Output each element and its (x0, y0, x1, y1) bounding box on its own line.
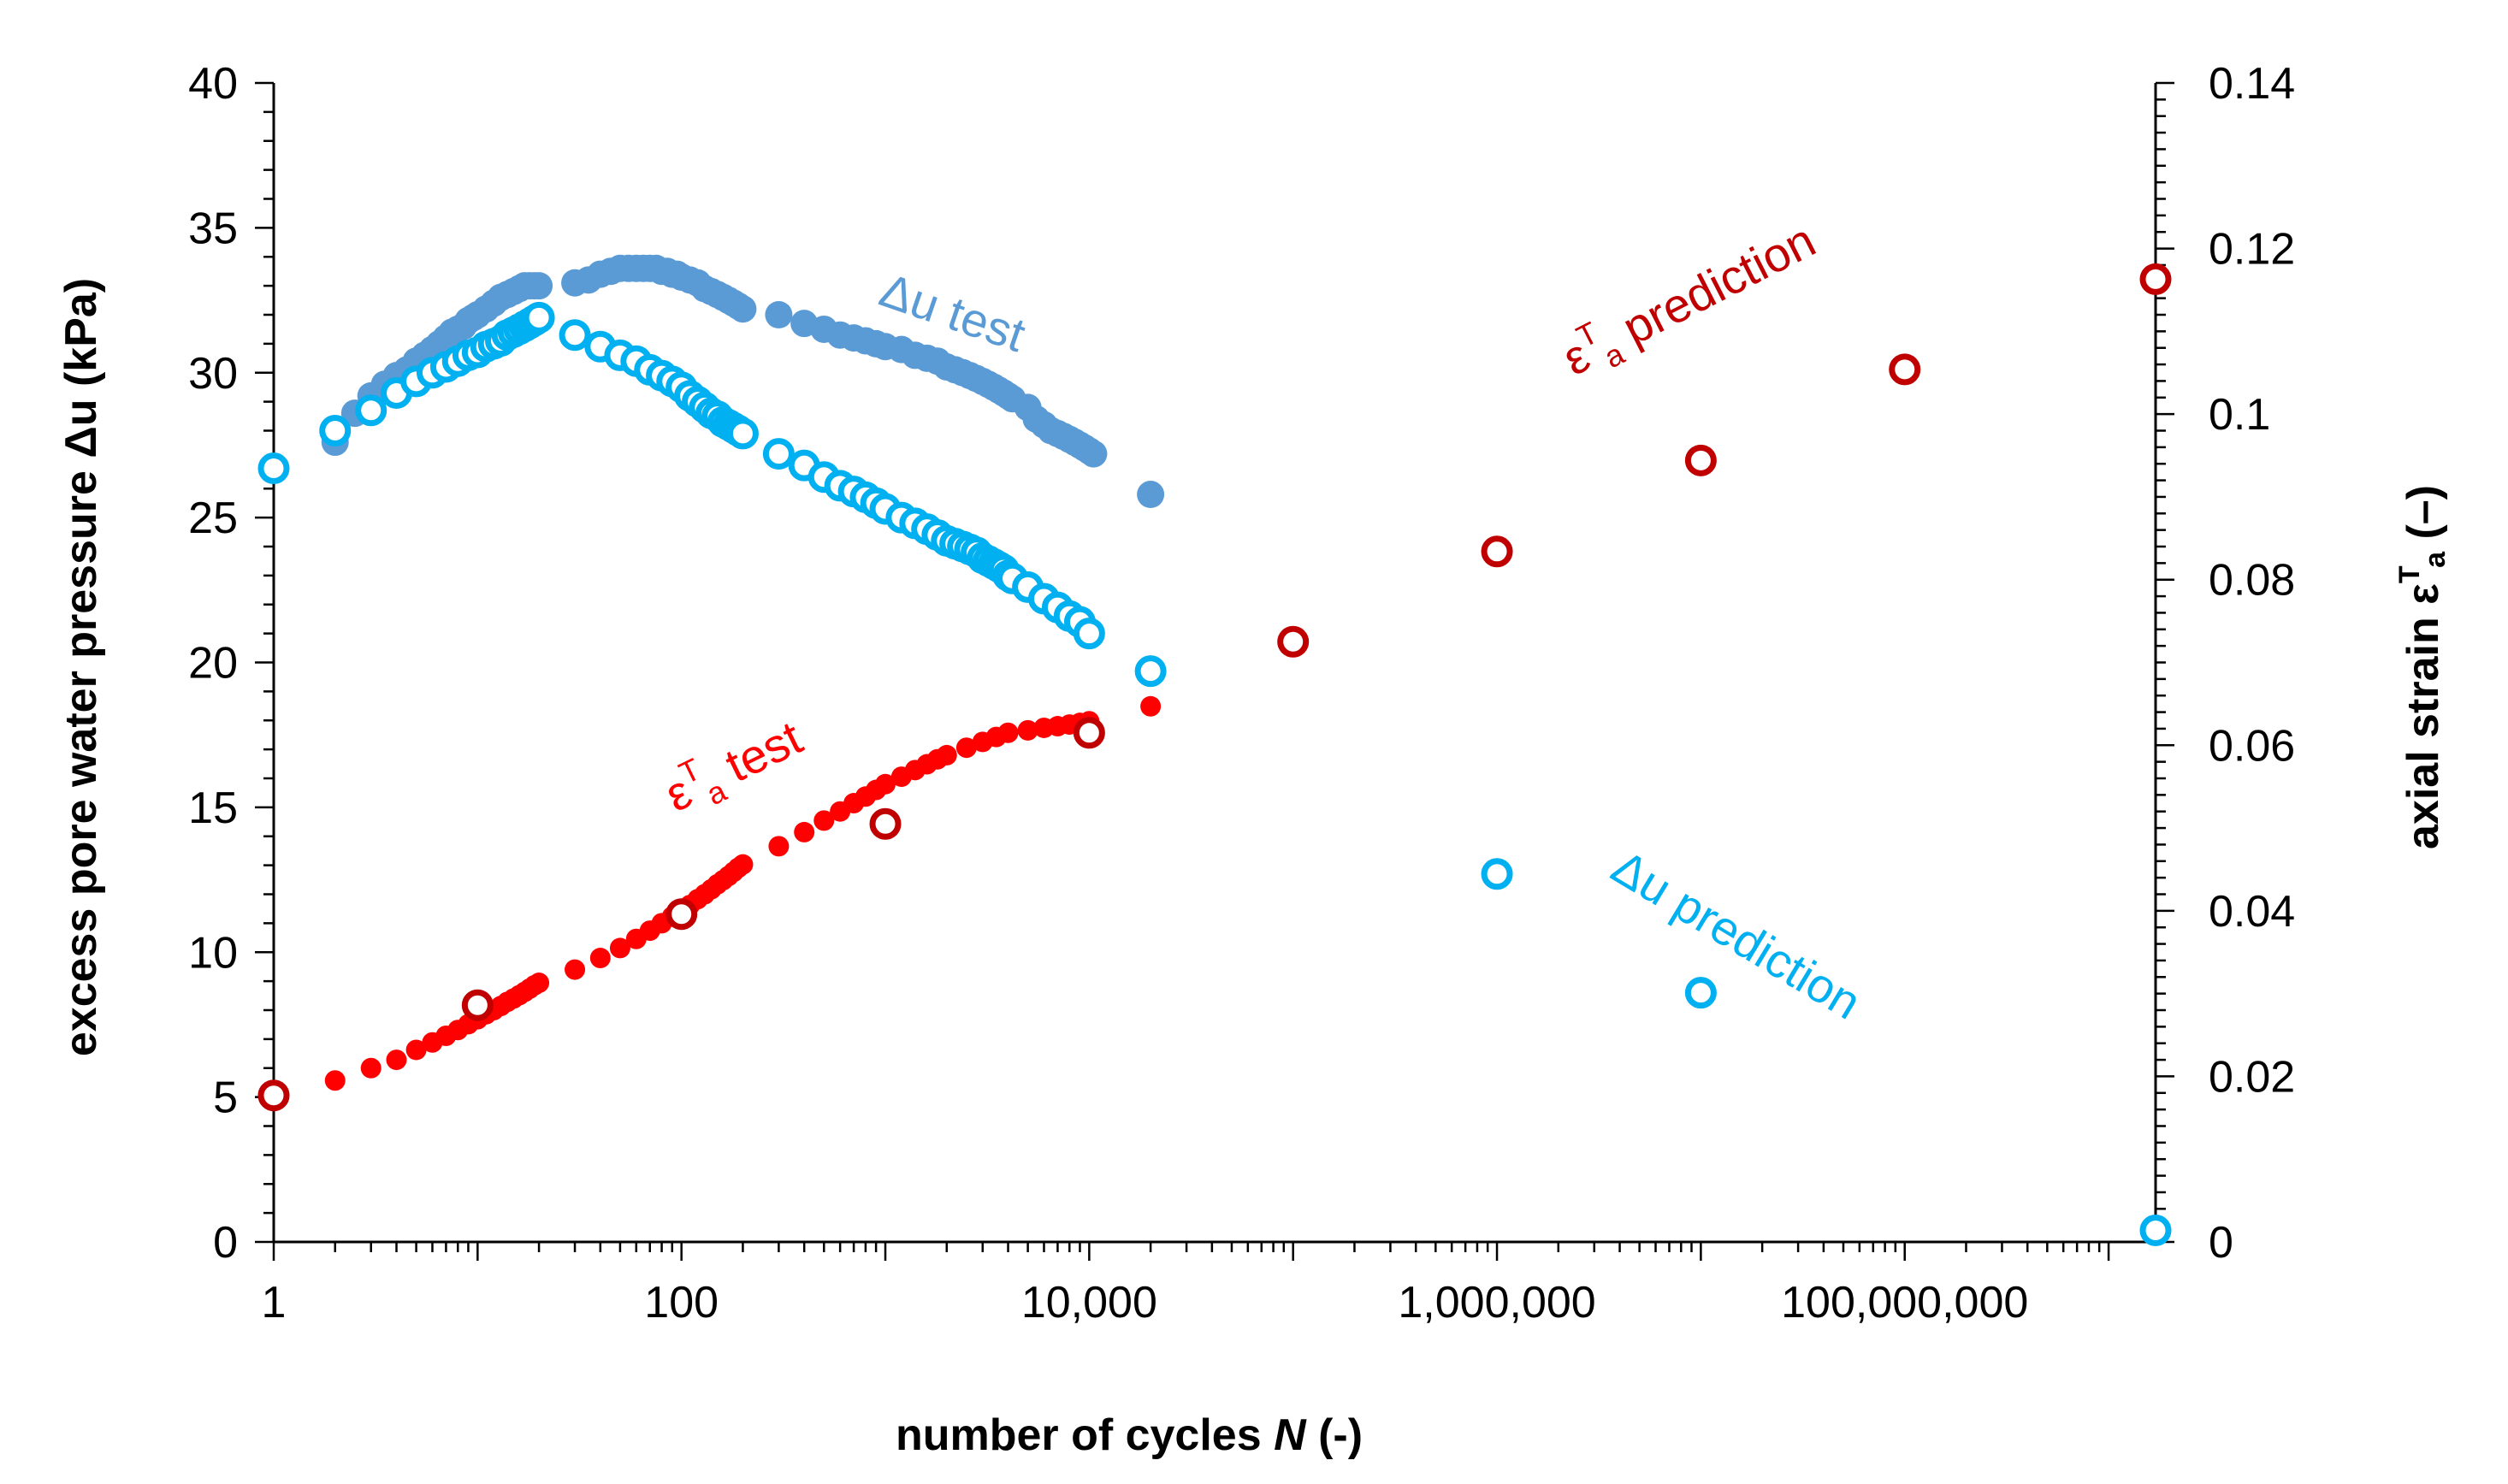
data-point (726, 417, 759, 450)
y-left-tick-label: 10 (188, 928, 238, 978)
y-left-tick-label: 40 (188, 59, 238, 109)
data-point (257, 452, 290, 485)
data-point (523, 301, 555, 334)
y-left-tick-label: 15 (188, 783, 238, 833)
data-point (1140, 695, 1162, 717)
y-right-tick-label: 0.12 (2209, 225, 2295, 275)
x-tick-label: 100 (644, 1278, 719, 1327)
y-left-tick-label: 20 (188, 639, 238, 689)
data-point (1017, 719, 1038, 741)
data-point (461, 989, 494, 1021)
series-u-prediction (257, 301, 2172, 1246)
data-point (1277, 625, 1310, 658)
y-right-tick-label: 0.06 (2209, 721, 2295, 771)
x-tick-label: 1 (262, 1278, 287, 1327)
data-point (386, 1049, 407, 1071)
x-axis-title: number of cycles N (-) (896, 1410, 1363, 1460)
y-right-tick-label: 0.04 (2209, 887, 2295, 937)
data-point (1134, 655, 1167, 688)
data-point (609, 937, 630, 959)
data-point (997, 722, 1019, 743)
y-right-tick-label: 0.08 (2209, 556, 2295, 606)
data-point (1684, 444, 1717, 476)
data-point (936, 744, 957, 766)
x-tick-label: 100,000,000 (1781, 1278, 2028, 1327)
data-point (1080, 440, 1108, 468)
series-ta-prediction (257, 263, 2172, 1112)
data-point (1073, 618, 1105, 650)
x-tick-label: 1,000,000 (1398, 1278, 1595, 1327)
data-point (1137, 481, 1165, 509)
data-point (2139, 1214, 2172, 1246)
data-point (794, 821, 815, 843)
data-point (324, 1070, 346, 1091)
data-point (2139, 263, 2172, 295)
data-point (665, 898, 698, 931)
data-point (559, 319, 591, 352)
annotation-eps-prediction: εTa prediction (1552, 208, 1826, 392)
data-point (565, 959, 586, 980)
y-right-tick-label: 0.14 (2209, 59, 2295, 109)
data-point (768, 836, 790, 857)
y-left-tick-label: 25 (188, 494, 238, 543)
data-point (1481, 858, 1513, 890)
data-point (360, 1057, 382, 1079)
y-left-tick-label: 0 (213, 1218, 238, 1268)
data-point (729, 295, 757, 323)
data-point (762, 438, 795, 470)
data-point (875, 773, 896, 795)
data-point (1073, 717, 1105, 749)
data-point (1889, 353, 1921, 386)
data-marks (257, 254, 2172, 1246)
y-left-tick-label: 5 (213, 1073, 238, 1123)
data-point (732, 854, 754, 875)
data-point (1481, 535, 1513, 568)
y-axis-left-title: excess pore water pressure Δu (kPa) (56, 278, 106, 1056)
data-point (813, 810, 835, 831)
data-point (1684, 977, 1717, 1009)
data-point (257, 1079, 290, 1112)
y-right-tick-label: 0 (2209, 1218, 2233, 1268)
y-right-tick-label: 0.02 (2209, 1052, 2295, 1102)
annotation-du-prediction: Δu prediction (1603, 839, 1871, 1029)
x-tick-label: 10,000 (1021, 1278, 1157, 1327)
data-point (589, 948, 611, 969)
annotation-eps-test: εTa test (654, 706, 813, 828)
y-right-tick-label: 0.1 (2209, 390, 2270, 440)
data-point (355, 394, 387, 427)
y-left-tick-label: 35 (188, 204, 238, 253)
axes-layer: 0 5 10 15 20 25 30 35 40 0 0.02 0.04 0.06 0.08 0.1 0.12… (188, 59, 2295, 1327)
data-point (405, 1039, 427, 1061)
data-point (319, 415, 352, 446)
data-point (765, 301, 793, 328)
y-axis-right-title: axial strain εTa (–) (2393, 485, 2452, 849)
data-point (869, 807, 902, 840)
data-point (955, 737, 977, 759)
y-left-tick-label: 30 (188, 349, 238, 399)
data-point (525, 272, 553, 300)
data-point (529, 973, 550, 994)
